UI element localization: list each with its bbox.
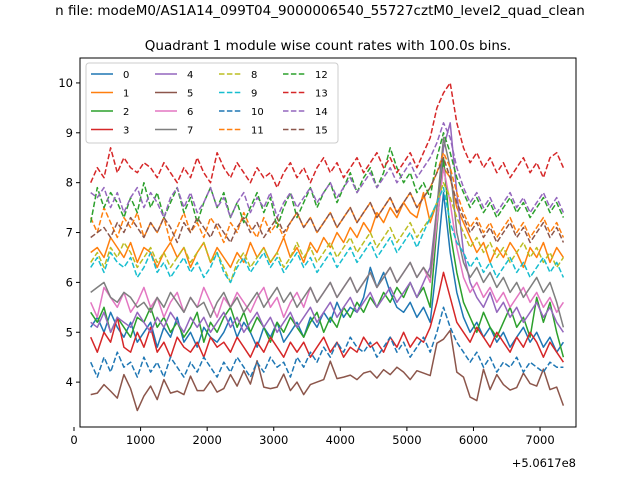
y-tick-label: 5 [66,325,73,339]
y-tick-label: 7 [66,226,73,240]
series-line-12 [89,132,565,229]
legend-label-1: 1 [123,89,129,100]
legend-label-5: 5 [187,89,193,100]
x-offset-label: +5.0617e8 [512,456,576,470]
series-line-5 [90,329,565,412]
legend-label-0: 0 [123,70,129,81]
legend-box [85,62,339,144]
x-tick-label: 3000 [259,433,288,447]
axes-frame [79,57,577,428]
x-tick-label: 2000 [193,433,222,447]
chart-suptitle: n file: modeM0/AS1A14_099T04_9000006540_… [55,3,585,19]
y-tick-label: 9 [66,126,73,140]
x-tick-label: 6000 [459,433,488,447]
x-tick-label: 0 [70,433,77,447]
legend-label-2: 2 [123,107,129,118]
series-line-14 [90,122,565,219]
axis-ticks: 0 1000 2000 3000 4000 5000 6000 7000 4 5 6 7 8 9 10 [58,76,554,447]
series-line-10 [90,306,564,378]
legend-label-4: 4 [187,70,193,81]
legend-label-3: 3 [123,126,129,137]
legend-label-15: 15 [315,126,328,137]
legend-label-9: 9 [251,89,257,100]
series-line-9 [90,186,565,284]
y-tick-label: 10 [58,76,73,90]
legend-label-6: 6 [187,107,193,118]
series-lines [89,82,565,412]
legend-label-10: 10 [251,107,264,118]
x-tick-label: 4000 [326,433,355,447]
y-tick-label: 8 [66,176,73,190]
series-line-0 [90,191,565,353]
series-line-4 [90,122,565,334]
series-line-3 [90,271,565,363]
legend-label-11: 11 [251,126,264,137]
series-line-15 [90,156,565,244]
chart-title: Quadrant 1 module wise count rates with … [145,38,511,54]
legend-label-8: 8 [251,70,257,81]
y-tick-label: 6 [66,275,73,289]
series-line-13 [90,82,565,189]
y-tick-label: 4 [66,375,73,389]
x-tick-label: 7000 [525,433,554,447]
legend-label-13: 13 [315,89,328,100]
x-tick-label: 5000 [392,433,421,447]
legend-label-12: 12 [315,70,328,81]
legend-label-7: 7 [187,126,193,137]
x-tick-label: 1000 [126,433,155,447]
series-line-1 [90,166,565,269]
series-line-2 [90,156,565,358]
legend-label-14: 14 [315,107,328,118]
series-line-7 [90,137,565,328]
